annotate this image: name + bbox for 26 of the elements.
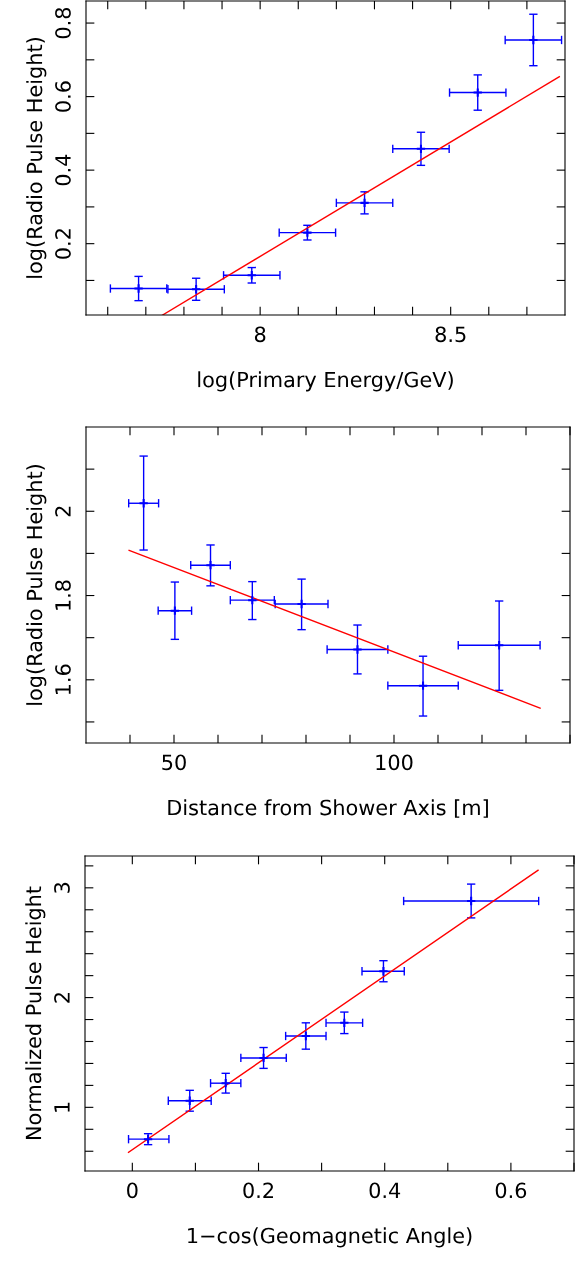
- x-tick-label: 0.6: [495, 1182, 527, 1199]
- y-axis-title: log(Radio Pulse Height): [26, 465, 47, 705]
- x-tick-label: 8.5: [435, 326, 466, 343]
- y-axis-title: Normalized Pulse Height: [25, 886, 46, 1140]
- x-tick-label: 0.4: [369, 1182, 401, 1199]
- x-tick-label: 0.2: [243, 1182, 273, 1199]
- x-tick-label: 8: [254, 326, 266, 343]
- y-tick-label: 3: [54, 882, 70, 893]
- y-tick-label: 0.4: [55, 154, 71, 186]
- point: [352, 644, 363, 655]
- x-tick-label: 0: [127, 1182, 138, 1199]
- x-tick-label: 100: [376, 754, 413, 771]
- x-tick-label: 50: [162, 754, 186, 771]
- y-tick-label: 0.6: [55, 81, 71, 112]
- y-tick-label: 2: [55, 506, 71, 517]
- y-tick-label: 1.8: [55, 580, 71, 610]
- y-tick-label: 0.2: [55, 229, 71, 259]
- x-axis-title: log(Primary Energy/GeV): [198, 371, 453, 392]
- x-axis-title: 1−cos(Geomagnetic Angle): [188, 1227, 472, 1248]
- y-tick-label: 1: [54, 1102, 70, 1112]
- y-tick-label: 2: [54, 993, 70, 1003]
- y-tick-label: 0.8: [55, 7, 71, 39]
- point: [133, 283, 144, 294]
- y-axis-title: log(Radio Pulse Height): [26, 38, 47, 278]
- y-tick-label: 1.6: [55, 664, 71, 695]
- x-axis-title: Distance from Shower Axis [m]: [168, 799, 488, 818]
